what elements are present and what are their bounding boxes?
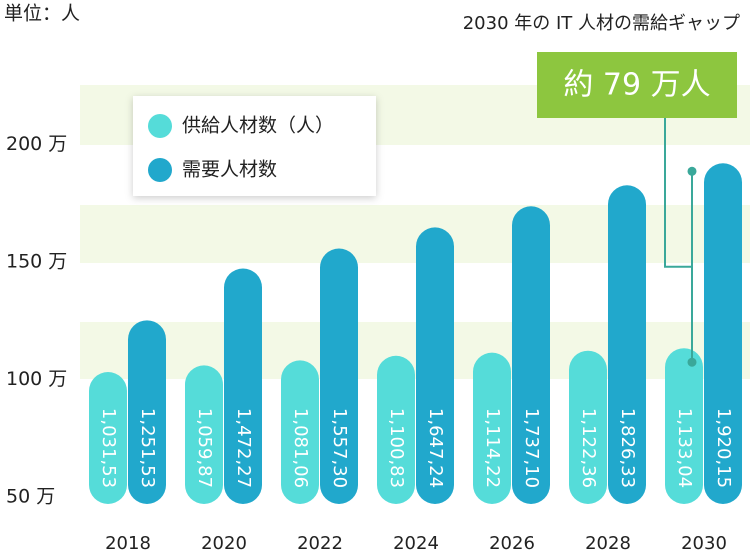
gap-dot xyxy=(687,166,697,176)
bar xyxy=(416,227,454,504)
annotation-box xyxy=(537,52,737,118)
value-label: 1,826,33 xyxy=(617,408,638,488)
gap-connector xyxy=(664,118,692,268)
value-label: 1,100,83 xyxy=(386,408,407,488)
x-tick-label: 2020 xyxy=(201,533,247,554)
gap-dot xyxy=(687,357,697,367)
annotation: 約 79 万人 xyxy=(563,68,710,103)
value-label: 1,081,06 xyxy=(290,408,311,488)
bar xyxy=(377,355,415,504)
band xyxy=(80,322,750,379)
legend-box xyxy=(133,96,376,196)
x-tick-label: 2024 xyxy=(393,533,439,554)
x-tick-label: 2030 xyxy=(681,533,727,554)
bar xyxy=(320,248,358,504)
x-tick-label: 2018 xyxy=(105,533,151,554)
y-tick-label: 100 万 xyxy=(6,368,67,390)
value-label: 1,114,22 xyxy=(482,408,503,488)
value-label: 1,031,53 xyxy=(98,408,119,488)
bar xyxy=(512,206,550,504)
bar xyxy=(569,350,607,504)
y-tick-label: 50 万 xyxy=(6,485,55,507)
x-tick-label: 2022 xyxy=(297,533,343,554)
bar xyxy=(473,352,511,504)
value-label: 1,557,30 xyxy=(329,408,350,488)
value-label: 1,647,24 xyxy=(425,408,446,488)
value-label: 1,133,04 xyxy=(674,408,695,488)
value-label: 1,737,10 xyxy=(521,408,542,488)
legend-label: 供給人材数（人） xyxy=(182,115,334,137)
value-label: 1,920,15 xyxy=(713,408,734,488)
legend-swatch xyxy=(148,158,172,182)
value-label: 1,472,27 xyxy=(233,408,254,488)
legend-label: 需要人材数 xyxy=(182,159,277,181)
x-tick-label: 2026 xyxy=(489,533,535,554)
bar xyxy=(281,360,319,504)
bar xyxy=(608,185,646,505)
value-label: 1,251,53 xyxy=(137,408,158,488)
y-tick-label: 200 万 xyxy=(6,133,67,155)
bar xyxy=(704,163,742,505)
x-tick-label: 2028 xyxy=(585,533,631,554)
bar xyxy=(224,268,262,504)
bar xyxy=(185,365,223,504)
value-label: 1,122,36 xyxy=(578,408,599,488)
legend xyxy=(133,96,376,196)
band xyxy=(80,205,750,263)
bar xyxy=(89,372,127,504)
bar xyxy=(665,348,703,504)
unit-label: 単位：人 xyxy=(4,3,80,25)
value-label: 1,059,87 xyxy=(194,408,215,488)
bar xyxy=(128,320,166,504)
chart-title: 2030 年の IT 人材の需給ギャップ xyxy=(463,13,740,34)
legend-swatch xyxy=(148,114,172,138)
y-tick-label: 150 万 xyxy=(6,250,67,272)
